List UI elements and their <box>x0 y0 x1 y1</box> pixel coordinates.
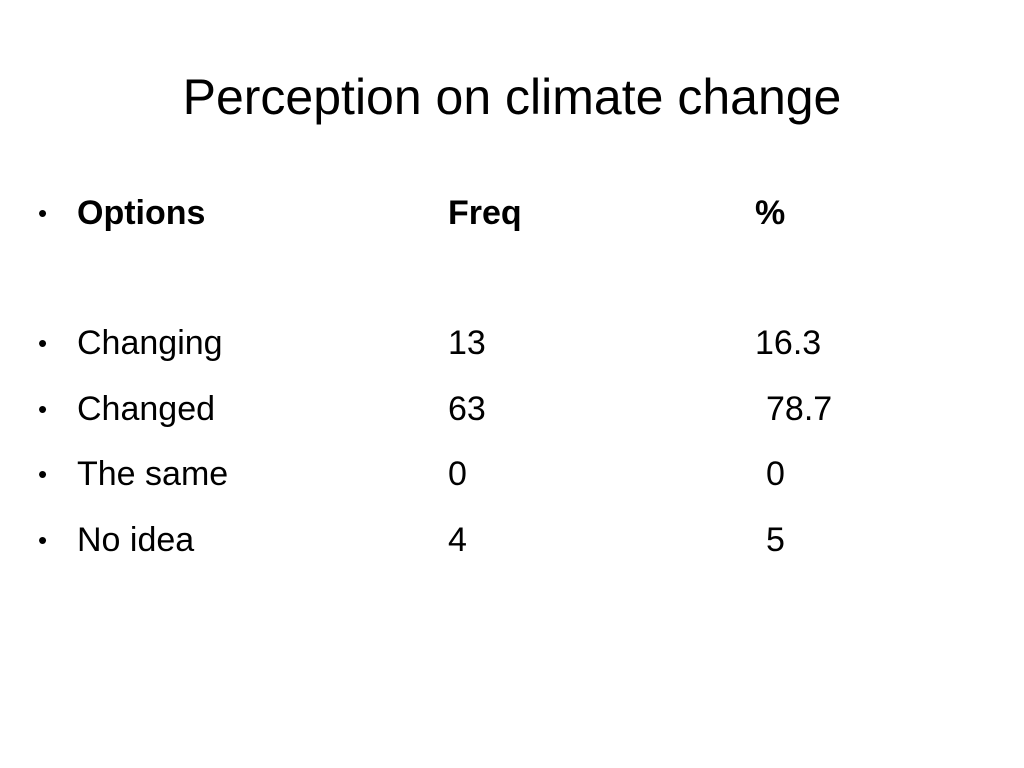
table-row: • Changing 13 16.3 <box>0 321 1024 365</box>
bullet-icon: • <box>38 525 48 555</box>
row-percent: 78.7 <box>766 390 833 428</box>
row-freq: 4 <box>448 521 467 559</box>
row-freq: 0 <box>448 455 467 493</box>
slide-title: Perception on climate change <box>182 69 842 125</box>
table-row: • No idea 4 5 <box>0 518 1024 562</box>
row-option: The same <box>77 455 229 493</box>
table-header-row: • Options Freq % <box>0 191 1024 235</box>
bullet-icon: • <box>38 394 48 424</box>
bullet-icon: • <box>38 328 48 358</box>
row-freq: 63 <box>448 390 486 428</box>
row-percent: 0 <box>766 455 785 493</box>
bullet-icon: • <box>38 198 48 228</box>
bullet-icon: • <box>38 459 48 489</box>
table-row: • The same 0 0 <box>0 452 1024 496</box>
row-option: Changed <box>77 390 216 428</box>
row-percent: 16.3 <box>755 324 822 362</box>
row-option: Changing <box>77 324 223 362</box>
row-option: No idea <box>77 521 195 559</box>
header-percent: % <box>755 194 786 232</box>
header-freq: Freq <box>448 194 522 232</box>
row-freq: 13 <box>448 324 486 362</box>
table-row: • Changed 63 78.7 <box>0 387 1024 431</box>
header-options: Options <box>77 194 206 232</box>
row-percent: 5 <box>766 521 785 559</box>
